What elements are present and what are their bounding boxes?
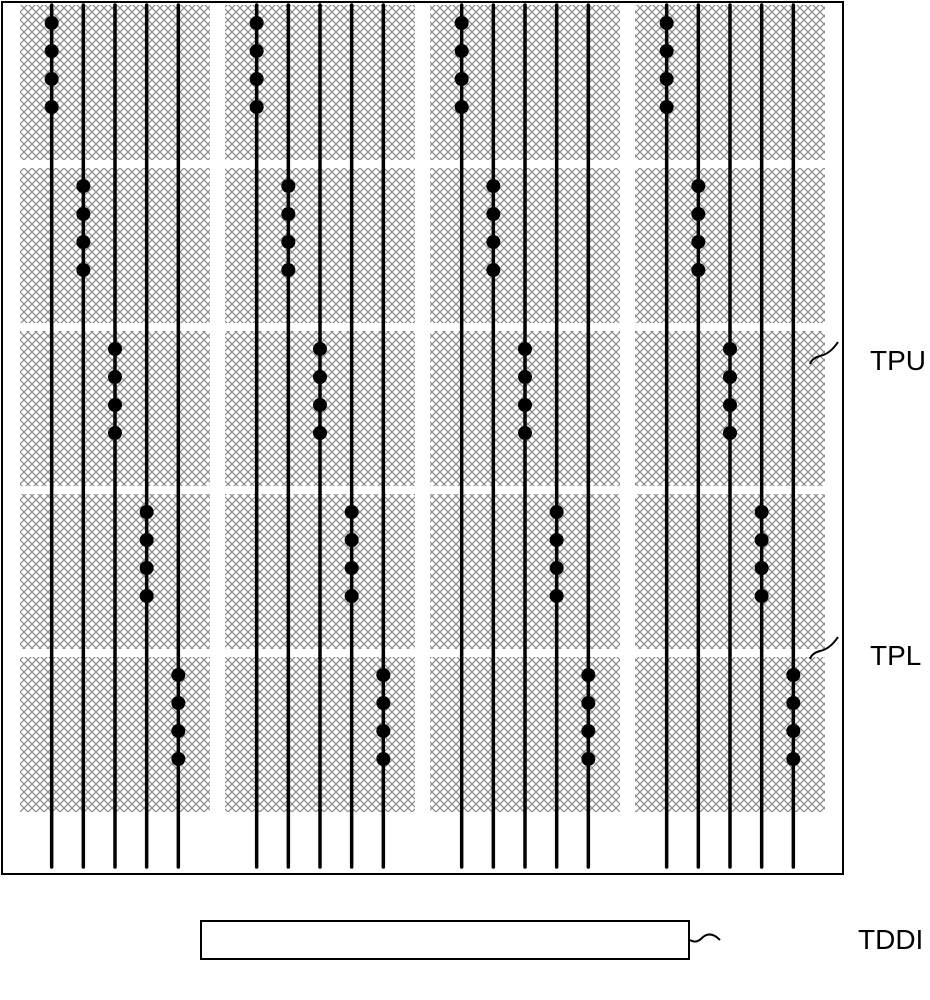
- via-dot: [486, 179, 500, 193]
- via-dot: [550, 561, 564, 575]
- via-dot: [723, 370, 737, 384]
- via-dot: [171, 696, 185, 710]
- via-dot: [581, 696, 595, 710]
- via-dot: [455, 44, 469, 58]
- via-dot: [313, 398, 327, 412]
- via-dot: [108, 426, 122, 440]
- via-dot: [45, 72, 59, 86]
- via-dot: [786, 668, 800, 682]
- touch-unit-tiles: [20, 5, 825, 812]
- via-dot: [518, 342, 532, 356]
- via-dot: [723, 342, 737, 356]
- via-dot: [550, 533, 564, 547]
- via-dot: [723, 398, 737, 412]
- via-dot: [45, 100, 59, 114]
- via-dot: [345, 589, 359, 603]
- via-dot: [723, 426, 737, 440]
- via-dot: [281, 263, 295, 277]
- via-dot: [171, 724, 185, 738]
- via-dot: [108, 398, 122, 412]
- via-dot: [518, 398, 532, 412]
- via-dot: [455, 100, 469, 114]
- via-dot: [171, 668, 185, 682]
- via-dot: [140, 589, 154, 603]
- via-dot: [171, 752, 185, 766]
- via-dot: [581, 724, 595, 738]
- via-dot: [660, 16, 674, 30]
- via-dot: [376, 668, 390, 682]
- via-dot: [76, 179, 90, 193]
- via-dot: [755, 533, 769, 547]
- via-dot: [250, 72, 264, 86]
- via-dot: [455, 16, 469, 30]
- via-dot: [45, 16, 59, 30]
- via-dot: [140, 533, 154, 547]
- via-dot: [691, 263, 705, 277]
- via-dot: [691, 207, 705, 221]
- label-tpu: TPU: [870, 345, 926, 377]
- via-dot: [581, 668, 595, 682]
- tddi-block: [200, 920, 690, 960]
- via-dot: [786, 724, 800, 738]
- via-dot: [45, 44, 59, 58]
- via-dot: [455, 72, 469, 86]
- via-dot: [660, 100, 674, 114]
- via-dot: [345, 561, 359, 575]
- via-dot: [76, 235, 90, 249]
- leader-tddi: [690, 934, 720, 941]
- via-dot: [660, 44, 674, 58]
- via-dot: [313, 426, 327, 440]
- via-dot: [76, 207, 90, 221]
- via-dot: [250, 44, 264, 58]
- via-dot: [281, 179, 295, 193]
- via-dot: [250, 16, 264, 30]
- via-dot: [345, 505, 359, 519]
- via-dot: [691, 179, 705, 193]
- via-dot: [518, 426, 532, 440]
- via-dot: [550, 505, 564, 519]
- diagram-stage: TPU TPL TDDI: [0, 0, 930, 1000]
- label-tddi: TDDI: [858, 924, 923, 956]
- via-dot: [313, 342, 327, 356]
- label-tpl: TPL: [870, 640, 921, 672]
- via-dot: [281, 207, 295, 221]
- touch-panel-diagram: [0, 0, 930, 1000]
- via-dot: [108, 370, 122, 384]
- via-dot: [345, 533, 359, 547]
- via-dot: [755, 505, 769, 519]
- via-dot: [376, 696, 390, 710]
- via-dot: [550, 589, 564, 603]
- via-dot: [376, 752, 390, 766]
- via-dot: [376, 724, 390, 738]
- via-dot: [755, 589, 769, 603]
- via-dot: [786, 696, 800, 710]
- via-dot: [518, 370, 532, 384]
- via-dot: [281, 235, 295, 249]
- via-dot: [660, 72, 674, 86]
- via-dot: [140, 505, 154, 519]
- via-dot: [786, 752, 800, 766]
- via-dot: [250, 100, 264, 114]
- via-dot: [76, 263, 90, 277]
- via-dot: [313, 370, 327, 384]
- via-dot: [755, 561, 769, 575]
- via-dot: [581, 752, 595, 766]
- via-dot: [108, 342, 122, 356]
- via-dot: [486, 263, 500, 277]
- via-dot: [691, 235, 705, 249]
- via-dot: [140, 561, 154, 575]
- via-dot: [486, 207, 500, 221]
- via-dot: [486, 235, 500, 249]
